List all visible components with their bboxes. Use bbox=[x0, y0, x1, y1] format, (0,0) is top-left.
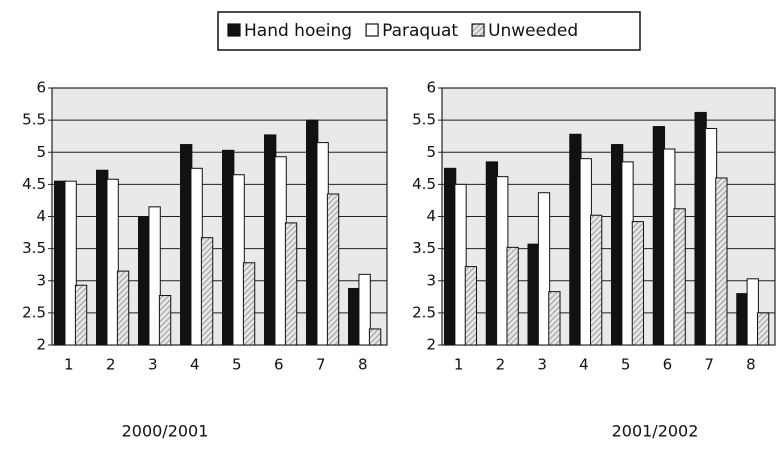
y-tick-label: 2.5 bbox=[22, 303, 46, 321]
bar bbox=[306, 119, 319, 346]
bar bbox=[368, 328, 382, 346]
bar bbox=[589, 214, 603, 346]
bar bbox=[611, 144, 624, 346]
x-tick-label: 8 bbox=[358, 356, 368, 374]
bar bbox=[527, 243, 540, 346]
y-tick-label: 2 bbox=[426, 336, 436, 354]
bar bbox=[454, 183, 467, 346]
x-tick-label: 5 bbox=[232, 356, 242, 374]
bar bbox=[464, 266, 478, 346]
x-tick-label: 7 bbox=[704, 356, 714, 374]
bar bbox=[106, 178, 119, 346]
bar bbox=[232, 174, 245, 346]
y-tick-label: 3.5 bbox=[412, 239, 436, 257]
x-tick-label: 3 bbox=[537, 356, 547, 374]
legend-swatch bbox=[471, 23, 485, 37]
bar bbox=[358, 273, 371, 346]
bar bbox=[274, 156, 287, 346]
y-tick-label: 4.5 bbox=[412, 175, 436, 193]
legend-label: Unweeded bbox=[488, 21, 578, 41]
x-tick-label: 6 bbox=[274, 356, 284, 374]
bar bbox=[756, 312, 770, 346]
bar bbox=[64, 180, 77, 346]
bar bbox=[96, 169, 109, 346]
bar bbox=[746, 278, 759, 346]
bar bbox=[506, 246, 519, 346]
y-tick-label: 4.5 bbox=[22, 175, 46, 193]
legend-label: Hand hoeing bbox=[244, 21, 352, 41]
y-tick-label: 3 bbox=[36, 271, 46, 289]
bar bbox=[579, 158, 592, 346]
x-tick-label: 2 bbox=[106, 356, 116, 374]
bar bbox=[264, 134, 277, 346]
y-tick-label: 5.5 bbox=[22, 111, 46, 129]
chart-title: 2001/2002 bbox=[612, 422, 699, 441]
bar bbox=[180, 144, 193, 346]
bar bbox=[704, 127, 718, 346]
bar bbox=[537, 192, 551, 346]
x-tick-label: 1 bbox=[64, 356, 74, 374]
bar bbox=[242, 262, 256, 346]
bar bbox=[200, 237, 214, 346]
bar bbox=[148, 206, 161, 346]
y-tick-label: 6 bbox=[426, 79, 436, 97]
x-tick-label: 5 bbox=[621, 356, 631, 374]
bar bbox=[116, 270, 130, 346]
bar bbox=[569, 133, 582, 346]
y-tick-label: 6 bbox=[36, 79, 46, 97]
x-tick-label: 6 bbox=[663, 356, 673, 374]
y-tick-label: 5.5 bbox=[412, 111, 436, 129]
y-tick-label: 3.5 bbox=[22, 239, 46, 257]
x-tick-label: 4 bbox=[190, 356, 200, 374]
legend-box bbox=[217, 11, 641, 51]
bar bbox=[222, 149, 235, 346]
bar bbox=[631, 221, 645, 346]
y-tick-label: 2 bbox=[36, 336, 46, 354]
y-tick-label: 4 bbox=[36, 207, 46, 225]
bar bbox=[652, 126, 666, 346]
bar bbox=[284, 222, 298, 346]
bar bbox=[326, 193, 340, 346]
bar bbox=[158, 295, 172, 346]
bar bbox=[496, 176, 509, 346]
y-tick-label: 5 bbox=[36, 143, 46, 161]
bar bbox=[190, 167, 203, 346]
y-tick-label: 5 bbox=[426, 143, 436, 161]
bar bbox=[663, 148, 676, 346]
chart-title: 2000/2001 bbox=[122, 422, 209, 441]
x-tick-label: 8 bbox=[746, 356, 756, 374]
x-tick-label: 1 bbox=[454, 356, 464, 374]
y-tick-label: 2.5 bbox=[412, 303, 436, 321]
bar bbox=[736, 293, 749, 346]
bar bbox=[444, 167, 457, 346]
x-tick-label: 2 bbox=[496, 356, 506, 374]
x-tick-label: 4 bbox=[579, 356, 589, 374]
bar bbox=[715, 177, 728, 346]
bar bbox=[485, 161, 499, 346]
x-tick-label: 3 bbox=[148, 356, 158, 374]
bar bbox=[316, 142, 329, 346]
bar bbox=[673, 208, 686, 346]
legend-label: Paraquat bbox=[382, 21, 458, 41]
legend-swatch bbox=[227, 23, 241, 37]
bar bbox=[74, 284, 88, 346]
y-tick-label: 4 bbox=[426, 207, 436, 225]
legend-swatch bbox=[365, 23, 379, 37]
y-tick-label: 3 bbox=[426, 271, 436, 289]
bar bbox=[54, 180, 67, 346]
bar bbox=[348, 287, 361, 346]
bar bbox=[138, 216, 151, 346]
x-tick-label: 7 bbox=[316, 356, 326, 374]
bar bbox=[548, 291, 561, 346]
bar bbox=[694, 111, 707, 346]
bar bbox=[621, 161, 634, 346]
